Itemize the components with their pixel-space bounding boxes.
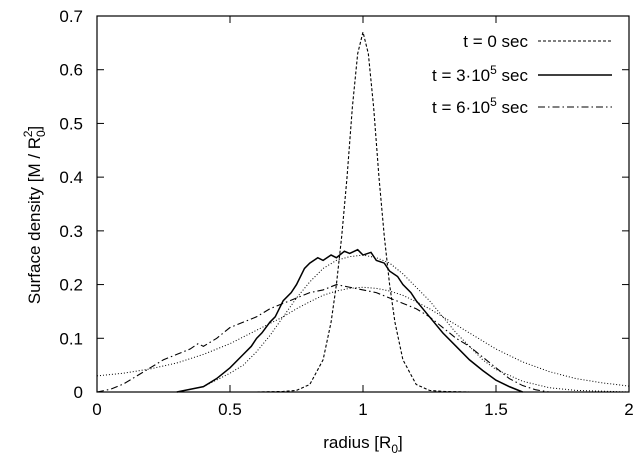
y-tick-label-7: 0.7 (59, 7, 83, 26)
legend: t = 0 sec t = 3·105 sec t = 6·105 sec (432, 32, 612, 117)
x-axis-unit-sub: 0 (391, 442, 398, 456)
y-axis-label-text: Surface density (25, 187, 44, 305)
y-tick-label-5: 0.5 (59, 114, 83, 133)
y-tick-label-4: 0.4 (59, 168, 83, 187)
series-line-2 (96, 283, 550, 393)
x-tick-label-1: 0.5 (218, 400, 242, 419)
y-axis-unit: M / R (25, 137, 44, 178)
x-tick-label-3: 1.5 (484, 400, 508, 419)
y-tick-label-0: 0 (74, 383, 83, 402)
x-tick-label-4: 2 (624, 400, 633, 419)
y-axis-label: Surface density [M / R02] (21, 126, 48, 304)
axes (96, 15, 630, 393)
x-axis-label-text: radius (323, 433, 369, 452)
series-line-3 (96, 286, 630, 387)
y-tick-label-2: 0.2 (59, 276, 83, 295)
x-tick-label-0: 0 (92, 400, 101, 419)
legend-label-0: t = 0 sec (463, 32, 528, 51)
series-line-1 (176, 248, 523, 393)
tick-labels: 0 0.5 1 1.5 2 0 0.1 0.2 0.3 0.4 0.5 0.6 0.7 (59, 7, 633, 419)
plot-frame (96, 15, 630, 393)
y-axis-unit-sup: 2 (21, 130, 35, 137)
x-axis-label: radius [R0] (323, 433, 402, 456)
legend-label-1: t = 3·105 sec (432, 63, 528, 85)
series-line-0 (256, 31, 496, 393)
legend-label-2: t = 6·105 sec (432, 95, 528, 117)
y-tick-label-1: 0.1 (59, 329, 83, 348)
tick-marks (96, 15, 630, 393)
y-tick-label-6: 0.6 (59, 61, 83, 80)
series-line-4 (203, 254, 630, 393)
x-tick-label-2: 1 (358, 400, 367, 419)
y-tick-label-3: 0.3 (59, 222, 83, 241)
curves (96, 31, 630, 393)
x-axis-unit: R (379, 433, 391, 452)
y-axis-unit-sub: 0 (34, 130, 48, 137)
